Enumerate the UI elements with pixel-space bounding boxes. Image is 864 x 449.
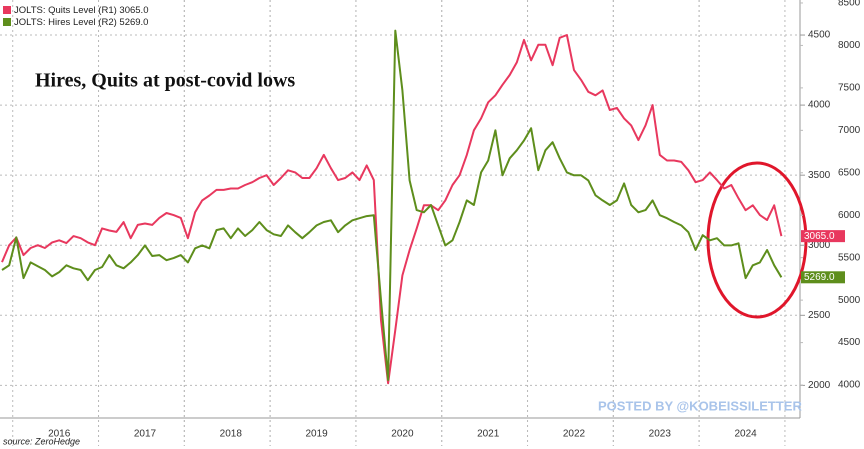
x-tick-label: 2021 [477, 429, 500, 440]
x-tick-label: 2019 [305, 429, 328, 440]
legend-value: 3065.0 [119, 5, 148, 16]
y-tick-label: 4500 [808, 30, 831, 41]
y2-tick-label: 5500 [838, 252, 861, 263]
y-tick-label: 3500 [808, 170, 831, 181]
y-tick-label: 2000 [808, 380, 831, 391]
y2-tick-label: 7000 [838, 125, 861, 136]
legend-name: JOLTS: Hires Level (R2) [14, 17, 117, 28]
source: source: ZeroHedge [3, 436, 80, 446]
y2-tick-label: 8000 [838, 40, 861, 51]
y-tick-label: 2500 [808, 310, 831, 321]
watermark: POSTED BY @KOBEISSILETTER [598, 398, 802, 413]
value-label: 5269.0 [804, 272, 835, 283]
x-tick-label: 2017 [134, 429, 157, 440]
x-tick-label: 2023 [649, 429, 672, 440]
y2-tick-label: 6500 [838, 167, 861, 178]
legend-swatch [3, 18, 11, 26]
chart-title: Hires, Quits at post-covid lows [35, 70, 295, 92]
legend-label: JOLTS: Quits Level (R1) 3065.0 [14, 5, 148, 16]
y-tick-label: 4000 [808, 100, 831, 111]
x-tick-label: 2020 [391, 429, 414, 440]
grid [0, 0, 800, 446]
x-tick-label: 2018 [220, 429, 243, 440]
legend-value: 5269.0 [119, 17, 148, 28]
legend-label: JOLTS: Hires Level (R2) 5269.0 [14, 17, 148, 28]
y2-tick-label: 5000 [838, 295, 861, 306]
y2-tick-label: 6000 [838, 210, 861, 221]
x-tick-label: 2024 [734, 429, 757, 440]
x-tick-label: 2022 [563, 429, 586, 440]
y2-tick-label: 4000 [838, 380, 861, 391]
legend-swatch [3, 6, 11, 14]
legend-name: JOLTS: Quits Level (R1) [14, 5, 117, 16]
series-line [1, 29, 783, 381]
x-tick-label: 2016 [48, 429, 71, 440]
value-label: 3065.0 [804, 231, 835, 242]
y-tick-label: 3000 [808, 240, 831, 251]
series-line [1, 34, 783, 385]
value-label-box [801, 271, 845, 284]
y2-tick-label: 8500 [838, 0, 861, 9]
y2-tick-label: 4500 [838, 337, 861, 348]
y2-tick-label: 7500 [838, 83, 861, 94]
value-label-box [801, 230, 845, 243]
